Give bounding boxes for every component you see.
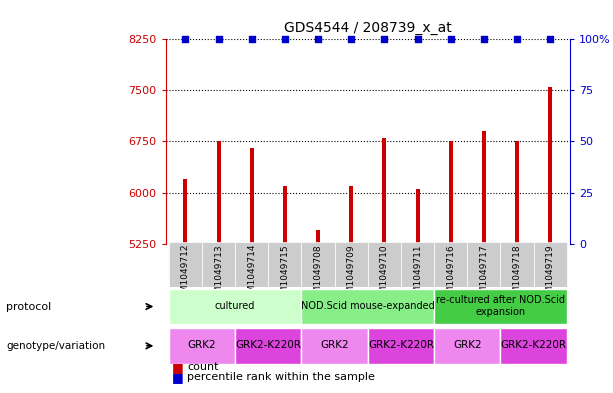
Text: GRK2: GRK2 bbox=[453, 340, 482, 350]
Text: genotype/variation: genotype/variation bbox=[6, 341, 105, 351]
Text: count: count bbox=[187, 362, 218, 373]
Bar bbox=[316, 230, 320, 244]
Bar bbox=[202, 242, 235, 287]
Bar bbox=[416, 189, 419, 244]
Text: NOD.Scid mouse-expanded: NOD.Scid mouse-expanded bbox=[301, 301, 435, 311]
Point bbox=[546, 36, 555, 42]
Text: GSM1049713: GSM1049713 bbox=[214, 244, 223, 305]
Text: GSM1049715: GSM1049715 bbox=[280, 244, 289, 305]
Bar bbox=[268, 242, 302, 287]
Bar bbox=[302, 328, 368, 364]
Bar bbox=[533, 242, 567, 287]
Point bbox=[446, 36, 455, 42]
Text: GRK2-K220R: GRK2-K220R bbox=[368, 340, 434, 350]
Text: GSM1049708: GSM1049708 bbox=[314, 244, 322, 305]
Text: percentile rank within the sample: percentile rank within the sample bbox=[187, 372, 375, 382]
Text: cultured: cultured bbox=[215, 301, 256, 311]
Text: GSM1049719: GSM1049719 bbox=[546, 244, 555, 305]
Bar bbox=[169, 289, 302, 324]
Title: GDS4544 / 208739_x_at: GDS4544 / 208739_x_at bbox=[284, 22, 452, 35]
Bar bbox=[235, 242, 268, 287]
Point bbox=[379, 36, 389, 42]
Point bbox=[180, 36, 190, 42]
Text: GSM1049714: GSM1049714 bbox=[247, 244, 256, 305]
Bar bbox=[482, 131, 486, 244]
Point bbox=[313, 36, 323, 42]
Bar bbox=[368, 328, 434, 364]
Bar bbox=[349, 186, 353, 244]
Bar bbox=[302, 289, 434, 324]
Bar bbox=[500, 328, 567, 364]
Text: GRK2-K220R: GRK2-K220R bbox=[501, 340, 566, 350]
Point bbox=[280, 36, 290, 42]
Text: protocol: protocol bbox=[6, 301, 51, 312]
Bar bbox=[515, 141, 519, 244]
Bar bbox=[283, 186, 287, 244]
Bar bbox=[434, 289, 567, 324]
Bar bbox=[183, 179, 188, 244]
Text: GSM1049717: GSM1049717 bbox=[479, 244, 489, 305]
Bar bbox=[249, 148, 254, 244]
Bar bbox=[467, 242, 500, 287]
Bar bbox=[216, 141, 221, 244]
Text: GSM1049709: GSM1049709 bbox=[347, 244, 356, 305]
Bar bbox=[449, 141, 452, 244]
Point bbox=[346, 36, 356, 42]
Bar bbox=[302, 242, 335, 287]
Bar bbox=[401, 242, 434, 287]
Text: ■: ■ bbox=[172, 361, 183, 374]
Point bbox=[214, 36, 224, 42]
Text: GSM1049712: GSM1049712 bbox=[181, 244, 190, 305]
Point bbox=[479, 36, 489, 42]
Bar bbox=[335, 242, 368, 287]
Bar bbox=[235, 328, 302, 364]
Text: GSM1049710: GSM1049710 bbox=[380, 244, 389, 305]
Text: GRK2-K220R: GRK2-K220R bbox=[235, 340, 302, 350]
Bar bbox=[383, 138, 386, 244]
Text: GSM1049718: GSM1049718 bbox=[512, 244, 522, 305]
Text: GSM1049711: GSM1049711 bbox=[413, 244, 422, 305]
Text: GRK2: GRK2 bbox=[188, 340, 216, 350]
Text: re-cultured after NOD.Scid
expansion: re-cultured after NOD.Scid expansion bbox=[436, 295, 565, 316]
Point bbox=[512, 36, 522, 42]
Bar bbox=[434, 242, 467, 287]
Text: GRK2: GRK2 bbox=[321, 340, 349, 350]
Text: GSM1049716: GSM1049716 bbox=[446, 244, 455, 305]
Point bbox=[413, 36, 422, 42]
Text: ■: ■ bbox=[172, 371, 183, 384]
Point bbox=[247, 36, 257, 42]
Bar bbox=[169, 328, 235, 364]
Bar bbox=[434, 328, 500, 364]
Bar bbox=[500, 242, 533, 287]
Bar bbox=[548, 87, 552, 244]
Bar bbox=[169, 242, 202, 287]
Bar bbox=[368, 242, 401, 287]
